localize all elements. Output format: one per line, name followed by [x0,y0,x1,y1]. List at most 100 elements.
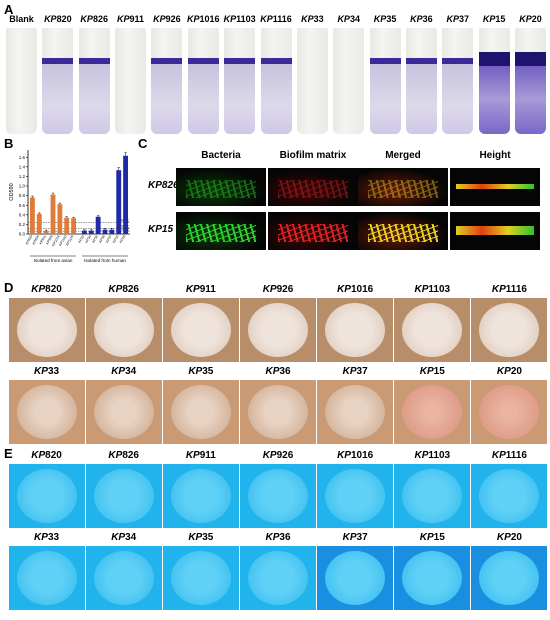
strain-prefix: KP [265,532,280,543]
bar [43,231,49,234]
agar-plate [8,298,85,362]
fluorescence-signal [368,224,438,242]
x-tick-label: KP36 [98,234,106,243]
colony [16,469,77,523]
colony [248,385,308,439]
strain-number: 820 [56,14,72,24]
y-axis-label: OD590 [9,183,15,200]
strain-number: 1016 [350,450,374,461]
strain-prefix: KP [337,284,351,295]
strain-number: 34 [125,532,137,543]
agar-plate [240,380,316,444]
biofilm-ring [78,58,110,64]
culture-tube [115,28,147,134]
colony [402,303,463,357]
strain-number: Blank [9,14,34,24]
strain-number: 1116 [505,284,527,295]
strain-number: 826 [122,450,139,461]
height-profile [456,226,534,235]
plate-label: KP20 [471,532,547,543]
agar-plate [240,546,316,610]
strain-number: 1103 [428,284,451,295]
x-tick-label: KP826 [32,234,41,245]
plate-label: KP34 [86,366,162,377]
bar [116,170,122,234]
strain-prefix: KP [342,366,357,377]
biofilm-ring [187,58,219,64]
plate-label: KP33 [9,532,85,543]
plate-label: KP826 [86,284,162,295]
confocal-row-label: KP15 [148,224,173,235]
strain-number: 15 [161,224,174,235]
y-tick-label: 1.2 [19,174,26,179]
colony [325,551,386,605]
biofilm-ring [442,58,474,64]
height-profile [456,184,534,189]
agar-plate [394,546,471,610]
bar [36,213,42,234]
bar [57,204,63,234]
colony [16,303,77,357]
congo-red-fluorescence-grid: KP820 KP826 KP911 KP926 KP1016 KP1103 KP1116 KP… [8,450,548,618]
confocal-row-label: KP826 [148,180,179,191]
x-tick-label: KP820 [25,234,34,245]
colony-morphology-grid: KP820 KP826 KP911 KP926 KP1016 KP1103 KP1116 KP… [8,284,548,444]
panel-label-d: D [4,280,14,295]
y-tick-label: 1.6 [19,155,26,160]
strain-number: 1116 [272,14,292,24]
crystal-violet-tube-row [6,28,546,134]
tube-label: KP15 [473,14,516,24]
confocal-panel: Bacteria Biofilm matrix Merged Height KP826 K… [148,150,548,280]
strain-number: 15 [495,14,506,24]
strain-prefix: KP [148,180,162,191]
strain-prefix: KP [419,366,434,377]
fluorescence-signal [186,224,256,242]
strain-number: 33 [47,366,60,377]
tube-label: KP20 [509,14,550,24]
biofilm-stain [151,64,183,134]
x-tick-label: KP34 [85,234,93,243]
biofilm-stain [369,64,401,134]
confocal-image [176,212,266,250]
plate-label: KP911 [163,284,239,295]
colony [93,303,154,357]
tube-label: KP926 [145,14,188,24]
plate-label: KP1016 [317,284,393,295]
agar-plate [317,546,394,610]
strain-prefix: KP [491,450,506,461]
x-tick-label: KP1103 [58,234,67,246]
tube-label: KP826 [73,14,116,24]
culture-tube [369,28,401,134]
strain-prefix: KP [44,14,57,24]
strain-prefix: KP [373,14,387,24]
strain-prefix: KP [496,532,511,543]
culture-tube [405,28,437,134]
plate-label: KP926 [240,450,316,461]
biofilm-ring [515,52,546,66]
confocal-image [268,212,358,250]
plate-label: KP15 [394,366,470,377]
strain-number: 35 [386,14,397,24]
biofilm-stain [224,64,256,134]
strain-prefix: KP [262,284,277,295]
y-tick-label: 0.8 [19,193,26,198]
strain-number: 37 [356,366,368,377]
strain-number: 34 [125,366,137,377]
colony [16,385,77,439]
bar [95,216,101,234]
colony [93,469,154,523]
strain-number: 1016 [350,284,374,295]
confocal-image [176,168,266,206]
strain-prefix: KP [482,14,496,24]
colony [479,469,540,523]
strain-prefix: KP [31,284,46,295]
y-tick-label: 0.6 [19,203,26,208]
plate-label: KP35 [163,366,239,377]
strain-number: 1016 [199,14,220,24]
agar-plate [85,546,162,610]
strain-prefix: KP [185,284,200,295]
strain-prefix: KP [148,224,162,235]
colony [248,551,308,605]
fluorescence-signal [186,180,256,198]
biofilm-stain [442,64,474,134]
